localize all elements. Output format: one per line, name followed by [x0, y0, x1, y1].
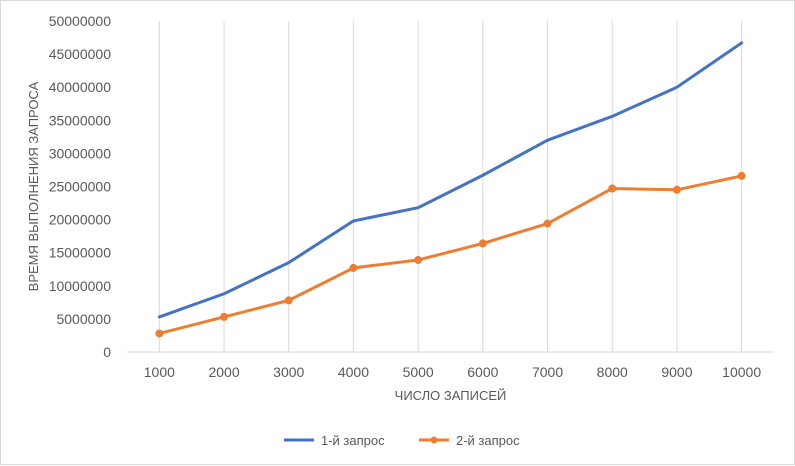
data-point-2-3000 — [284, 296, 293, 305]
legend: 1-й запрос 2-й запрос — [284, 433, 520, 448]
x-tick-label-1000: 1000 — [144, 364, 175, 380]
y-tick-label-50000000: 50000000 — [49, 13, 112, 29]
y-tick-label-35000000: 35000000 — [49, 112, 112, 128]
series-2 — [155, 171, 746, 338]
data-point-2-9000 — [672, 185, 681, 194]
y-tick-label-25000000: 25000000 — [49, 179, 112, 195]
y-axis-title: ВРЕМЯ ВЫПОЛНЕНИЯ ЗАПРОСА — [26, 81, 41, 291]
y-tick-label-10000000: 10000000 — [49, 278, 112, 294]
data-point-2-4000 — [349, 263, 358, 272]
x-tick-label-8000: 8000 — [597, 364, 628, 380]
x-tick-label-6000: 6000 — [467, 364, 498, 380]
x-tick-label-9000: 9000 — [661, 364, 692, 380]
series-layer — [155, 41, 746, 338]
data-point-2-10000 — [737, 171, 746, 180]
data-point-2-6000 — [478, 239, 487, 248]
legend-label-2: 2-й запрос — [456, 433, 520, 448]
y-tick-label-0: 0 — [103, 344, 111, 360]
series-line-1 — [157, 41, 744, 319]
y-tick-label-20000000: 20000000 — [49, 212, 112, 228]
gridlines — [158, 21, 743, 352]
series-1 — [157, 41, 744, 319]
axes: 1000 2000 3000 4000 5000 6000 7000 8000 9000 1000… — [49, 13, 774, 380]
legend-item-2: 2-й запрос — [419, 433, 520, 448]
x-tick-label-2000: 2000 — [208, 364, 239, 380]
legend-marker-2 — [430, 436, 438, 444]
y-tick-label-15000000: 15000000 — [49, 245, 112, 261]
x-tick-label-10000: 10000 — [722, 364, 761, 380]
series-line-2 — [157, 174, 744, 335]
x-axis-title: ЧИСЛО ЗАПИСЕЙ — [395, 388, 507, 403]
legend-label-1: 1-й запрос — [321, 433, 385, 448]
y-tick-label-40000000: 40000000 — [49, 79, 112, 95]
x-tick-label-7000: 7000 — [532, 364, 563, 380]
x-tick-label-5000: 5000 — [403, 364, 434, 380]
data-point-2-1000 — [155, 329, 164, 338]
data-point-2-8000 — [608, 184, 617, 193]
y-tick-label-45000000: 45000000 — [49, 46, 112, 62]
legend-item-1: 1-й запрос — [284, 433, 385, 448]
y-tick-label-30000000: 30000000 — [49, 145, 112, 161]
x-tick-label-4000: 4000 — [338, 364, 369, 380]
data-point-2-7000 — [543, 219, 552, 228]
y-tick-label-5000000: 5000000 — [56, 311, 111, 327]
data-point-2-2000 — [220, 312, 229, 321]
x-tick-label-3000: 3000 — [273, 364, 304, 380]
data-point-2-5000 — [414, 255, 423, 264]
